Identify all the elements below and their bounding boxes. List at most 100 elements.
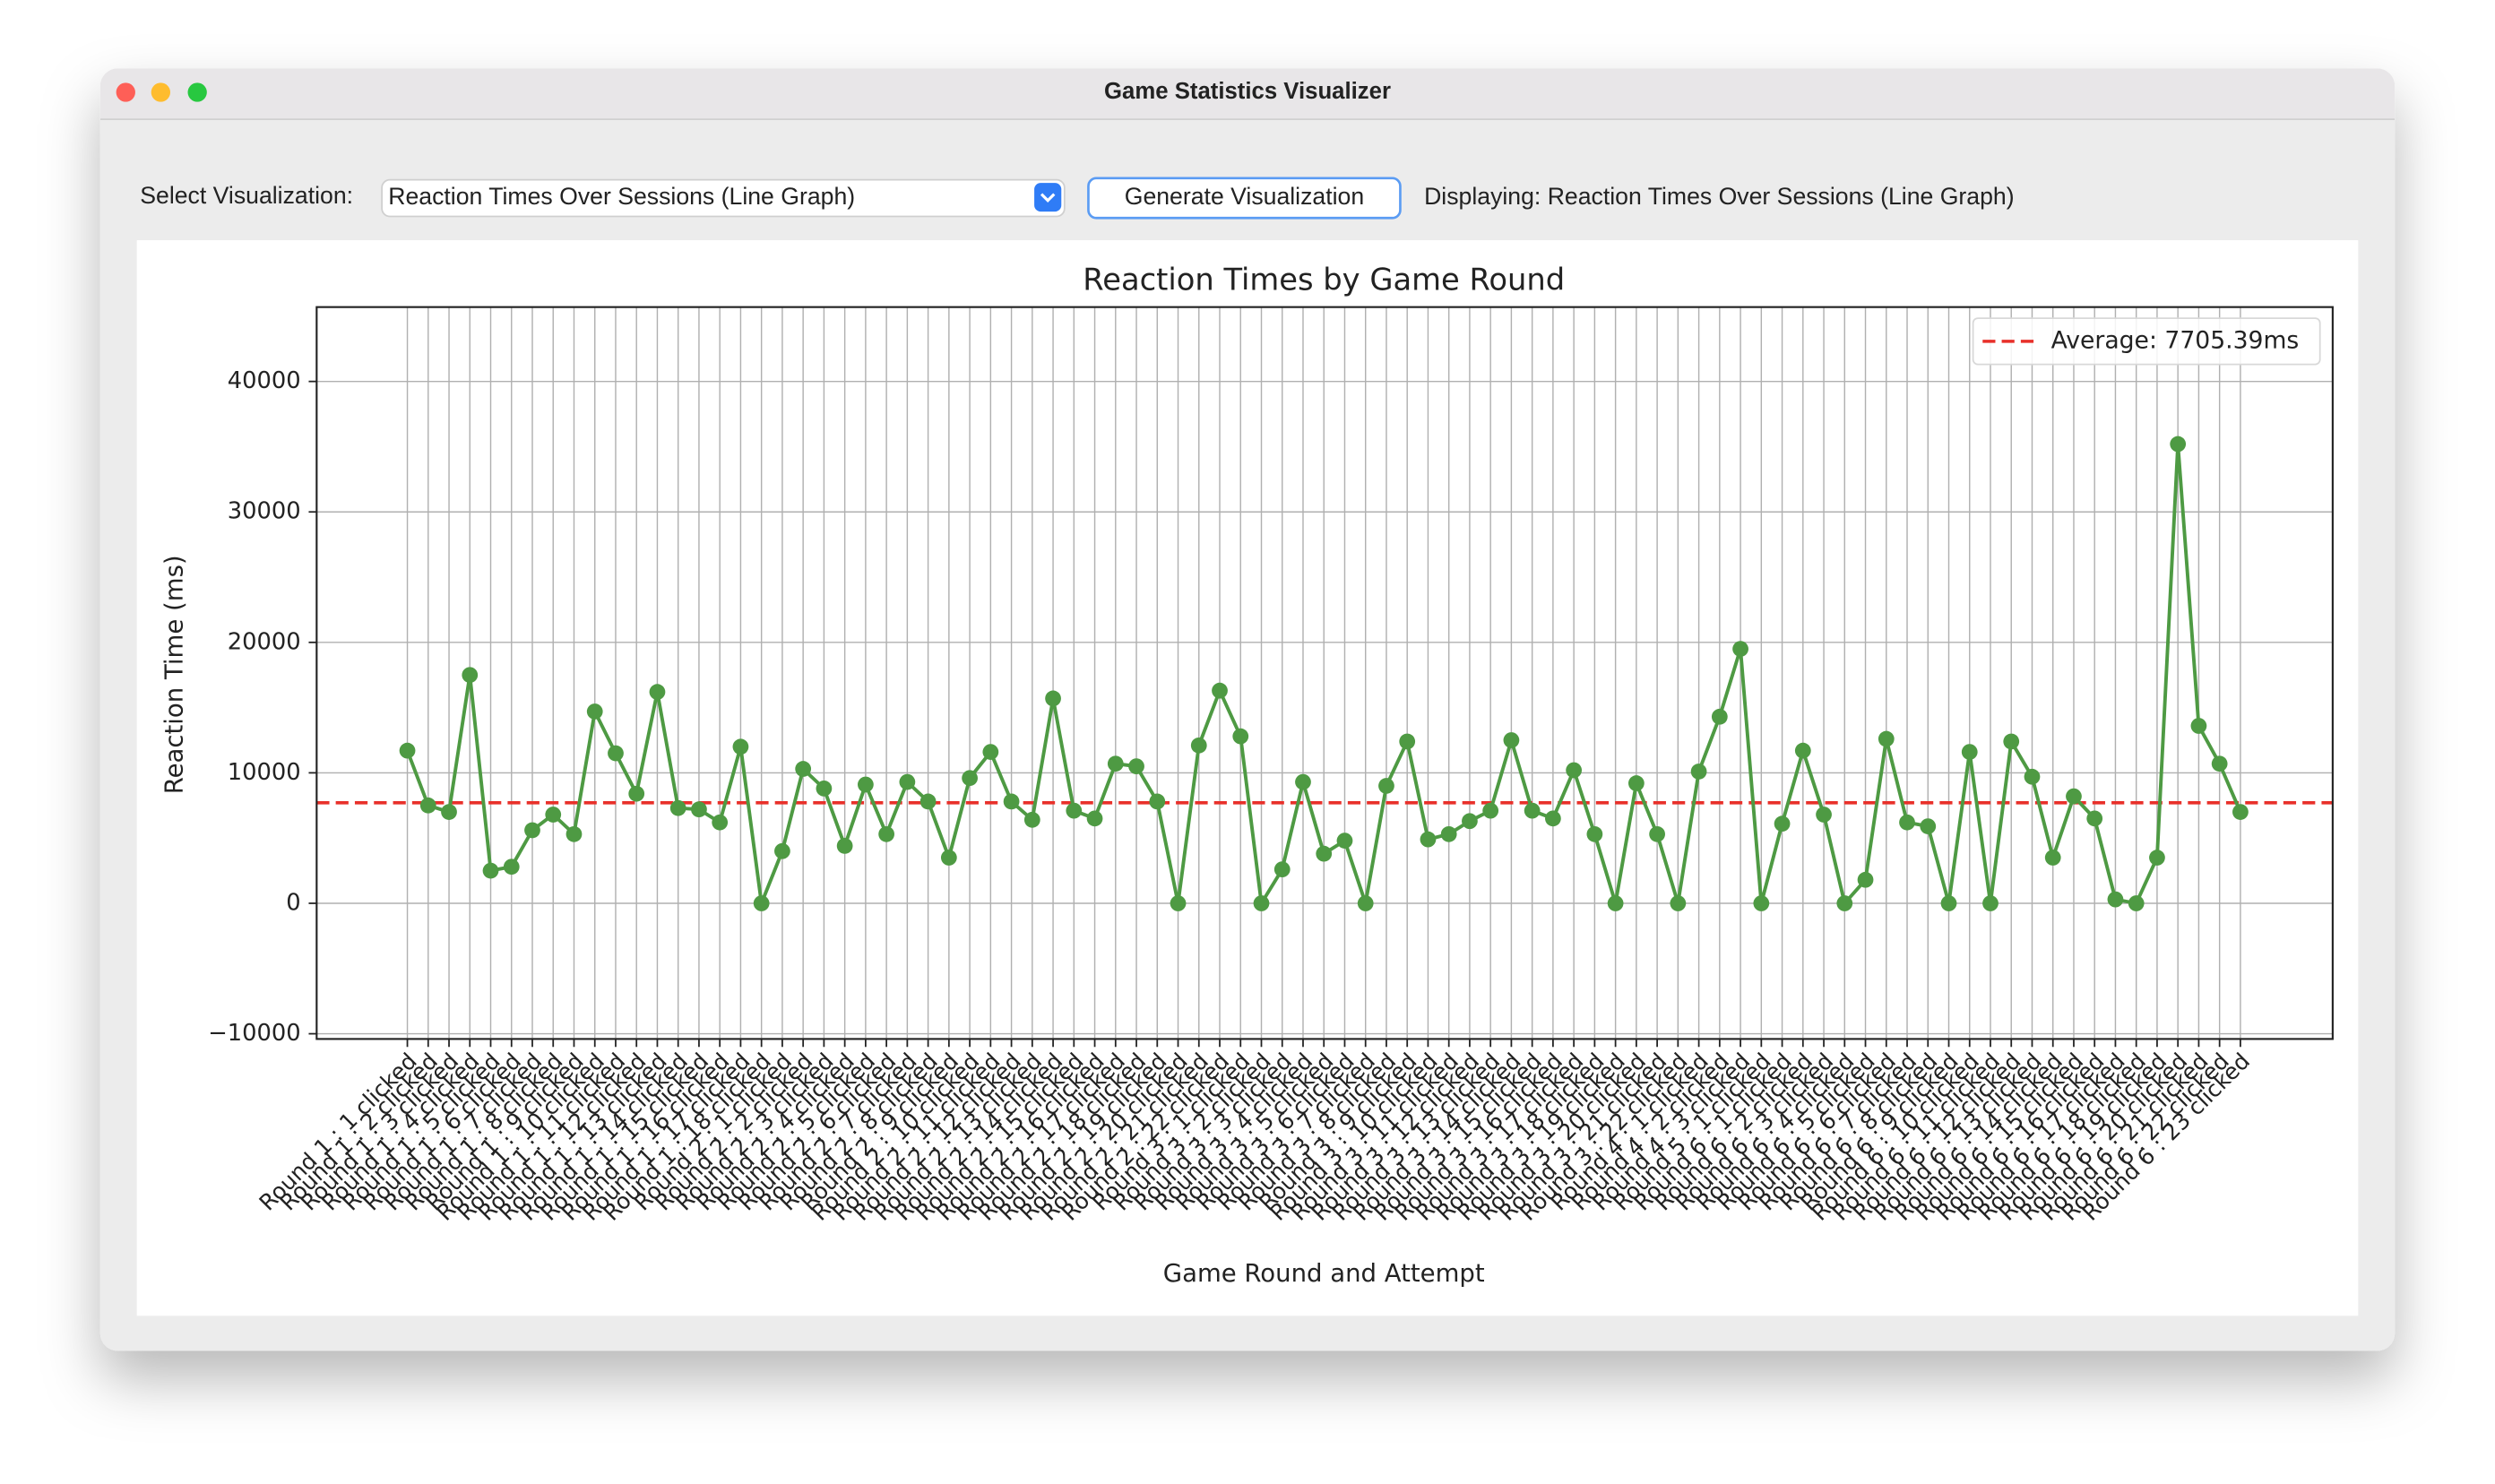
data-point bbox=[1170, 895, 1187, 911]
data-point bbox=[545, 807, 562, 823]
data-point bbox=[2044, 850, 2061, 866]
data-point bbox=[753, 895, 770, 911]
data-point bbox=[1940, 895, 1957, 911]
x-axis-label: Game Round and Attempt bbox=[1163, 1259, 1485, 1288]
select[interactable]: Reaction Times Over Sessions (Line Graph… bbox=[381, 178, 1066, 218]
select-value[interactable]: Reaction Times Over Sessions (Line Graph… bbox=[388, 183, 855, 210]
data-point bbox=[982, 744, 999, 760]
y-tick-label: 20000 bbox=[228, 628, 301, 655]
data-point bbox=[836, 838, 853, 854]
data-point bbox=[2086, 810, 2103, 827]
legend-label: Average: 7705.39ms bbox=[2051, 326, 2300, 354]
data-point bbox=[482, 862, 499, 879]
data-point bbox=[1836, 895, 1853, 911]
data-point bbox=[669, 799, 686, 816]
data-point bbox=[1816, 807, 1832, 823]
data-point bbox=[858, 776, 874, 793]
close-button[interactable] bbox=[116, 82, 135, 102]
data-point bbox=[2149, 850, 2165, 866]
data-point bbox=[462, 667, 479, 684]
data-point bbox=[940, 850, 957, 866]
data-point bbox=[2066, 788, 2082, 805]
data-point bbox=[1607, 895, 1624, 911]
data-point bbox=[1212, 682, 1228, 699]
data-point bbox=[1670, 895, 1687, 911]
chevron bbox=[1040, 193, 1056, 203]
data-point bbox=[1482, 802, 1499, 819]
data-point bbox=[816, 780, 833, 797]
data-point bbox=[1273, 861, 1291, 878]
select-label: Select Visualization: bbox=[140, 182, 353, 209]
data-point bbox=[732, 738, 749, 755]
data-point bbox=[524, 822, 540, 839]
y-tick-label: 0 bbox=[286, 889, 300, 916]
data-point bbox=[712, 814, 729, 831]
data-point bbox=[1899, 814, 1915, 831]
data-point bbox=[586, 703, 603, 720]
data-point bbox=[774, 842, 790, 859]
y-tick-label: −10000 bbox=[208, 1020, 300, 1047]
data-point bbox=[1128, 758, 1144, 775]
data-point bbox=[565, 825, 583, 842]
data-point bbox=[1753, 895, 1770, 911]
data-point bbox=[1336, 833, 1353, 849]
data-point bbox=[795, 761, 812, 777]
data-point bbox=[1524, 802, 1541, 819]
data-point bbox=[691, 801, 707, 818]
data-point bbox=[899, 773, 916, 790]
y-tick-label: 10000 bbox=[228, 759, 301, 786]
data-point bbox=[608, 745, 624, 762]
window-title: Game Statistics Visualizer bbox=[1104, 79, 1391, 104]
data-point bbox=[2211, 755, 2228, 772]
data-point bbox=[2003, 733, 2020, 750]
data-point bbox=[1586, 825, 1603, 842]
data-point bbox=[1295, 773, 1311, 790]
data-point bbox=[1420, 831, 1437, 848]
chart-title: Reaction Times by Game Round bbox=[1083, 263, 1565, 298]
data-point bbox=[1107, 755, 1124, 772]
select-box[interactable] bbox=[381, 178, 1066, 218]
data-point bbox=[1253, 895, 1270, 911]
data-point bbox=[503, 858, 520, 876]
data-point bbox=[2170, 436, 2187, 453]
data-point bbox=[1982, 895, 1999, 911]
data-point bbox=[1045, 690, 1061, 707]
data-point bbox=[1190, 737, 1207, 754]
data-point bbox=[1732, 641, 1748, 657]
data-point bbox=[1399, 733, 1416, 750]
data-point bbox=[1920, 818, 1937, 834]
data-point bbox=[878, 825, 895, 842]
data-point bbox=[1440, 825, 1457, 842]
data-point bbox=[1023, 811, 1040, 828]
generate-button-label[interactable]: Generate Visualization bbox=[1125, 183, 1364, 210]
data-point bbox=[628, 785, 645, 802]
y-axis-label: Reaction Time (ms) bbox=[160, 555, 188, 794]
data-point bbox=[2024, 768, 2041, 785]
data-point bbox=[1566, 762, 1583, 779]
data-point bbox=[399, 742, 416, 759]
data-point bbox=[1316, 845, 1333, 862]
data-point bbox=[1232, 728, 1249, 745]
legend-box bbox=[1972, 317, 2321, 366]
y-tick-label: 30000 bbox=[228, 498, 301, 525]
data-point bbox=[1961, 744, 1978, 760]
data-point bbox=[1794, 742, 1811, 759]
zoom-button[interactable] bbox=[187, 82, 207, 102]
data-point bbox=[1711, 708, 1728, 725]
data-point bbox=[962, 770, 978, 787]
select-arrow[interactable] bbox=[1034, 183, 1062, 212]
data-point bbox=[1003, 793, 1020, 810]
generate-button[interactable] bbox=[1087, 177, 1402, 220]
title-bar bbox=[99, 68, 2396, 120]
chart: Reaction Times by Game Round Game Round … bbox=[160, 263, 1565, 1288]
data-point bbox=[649, 684, 666, 701]
plot-frame bbox=[315, 306, 2334, 1040]
data-point bbox=[1086, 810, 1103, 827]
data-point bbox=[1878, 730, 1895, 747]
minimize-button[interactable] bbox=[151, 82, 170, 102]
data-point bbox=[441, 804, 457, 820]
data-point bbox=[1545, 810, 1561, 827]
data-point bbox=[1462, 813, 1478, 830]
data-point bbox=[1503, 732, 1520, 748]
